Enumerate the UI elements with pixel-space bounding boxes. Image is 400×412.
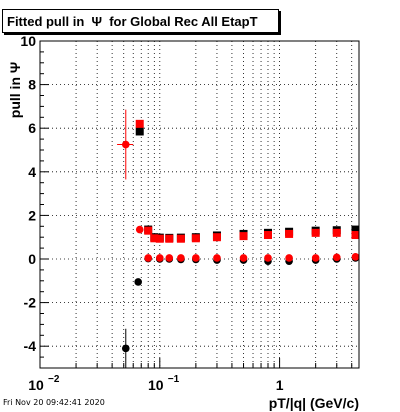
data-point <box>192 254 200 262</box>
data-point <box>144 226 153 235</box>
data-point <box>285 229 294 238</box>
data-point <box>311 228 320 237</box>
data-points <box>117 109 360 368</box>
data-point <box>285 254 293 262</box>
data-point <box>134 278 142 286</box>
data-point <box>135 225 144 234</box>
data-point <box>239 232 248 241</box>
data-point <box>144 254 152 262</box>
data-point <box>263 231 272 240</box>
x-tick-label: 10 <box>28 377 44 393</box>
data-point <box>156 254 164 262</box>
data-point <box>165 234 174 243</box>
data-point <box>121 344 130 353</box>
x-axis-title: pT/|q| (GeV/c) <box>269 395 359 411</box>
data-point <box>165 254 174 262</box>
data-point <box>351 253 360 261</box>
plot-frame <box>39 40 360 369</box>
grid <box>40 41 359 368</box>
chart-title-box: Fitted pull in Ψ for Global Rec All Etap… <box>2 9 279 33</box>
data-point <box>351 225 360 234</box>
data-point <box>264 254 272 262</box>
data-point <box>351 231 360 240</box>
data-point <box>191 234 200 243</box>
data-point <box>150 234 159 243</box>
axis-ticks <box>39 40 353 369</box>
timestamp: Fri Nov 20 09:42:41 2020 <box>3 398 105 407</box>
data-point <box>332 228 341 237</box>
tick-labels: -4 -2 0 2 4 6 8 10 10 −2 10 −1 1 <box>20 33 283 393</box>
x-tick-exponent: −1 <box>168 374 180 385</box>
data-point <box>332 253 341 262</box>
data-point <box>155 234 164 243</box>
y-tick-label: -2 <box>24 295 37 311</box>
y-tick-label: 0 <box>28 251 36 267</box>
data-point <box>177 254 185 262</box>
x-tick-label: 1 <box>276 377 284 393</box>
data-point <box>212 233 221 242</box>
y-tick-label: 8 <box>28 77 36 93</box>
data-point <box>311 254 320 262</box>
data-point <box>213 254 221 262</box>
x-tick-label: 10 <box>148 377 164 393</box>
y-axis-title: pull in Ψ <box>7 62 23 118</box>
x-tick-exponent: −2 <box>48 374 60 385</box>
data-point <box>176 234 185 243</box>
data-point <box>121 140 130 149</box>
data-point <box>135 127 144 136</box>
y-tick-label: 6 <box>28 120 36 136</box>
data-point <box>135 119 144 128</box>
y-tick-label: 10 <box>20 33 36 49</box>
chart-title: Fitted pull in Ψ for Global Rec All Etap… <box>7 13 258 29</box>
data-point <box>239 254 248 262</box>
y-tick-label: 2 <box>28 207 36 223</box>
y-tick-label: -4 <box>24 338 37 354</box>
y-tick-label: 4 <box>28 164 36 180</box>
